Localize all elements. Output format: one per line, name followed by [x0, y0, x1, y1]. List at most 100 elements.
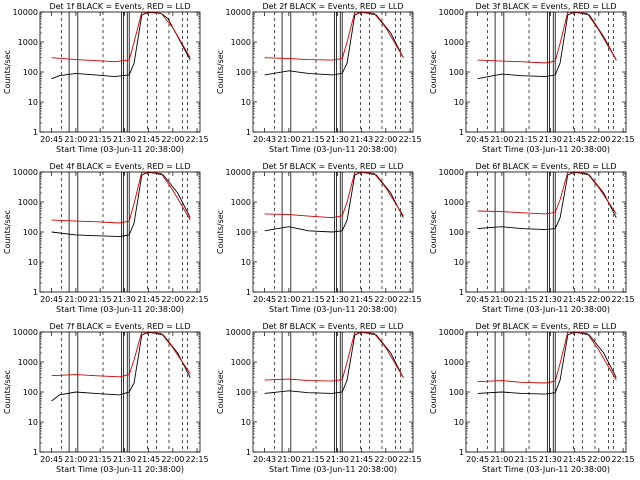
x-tick-label: 21:45 — [137, 455, 160, 464]
x-tick-label: 21:15 — [302, 135, 325, 144]
series-line-events — [264, 331, 404, 394]
series-line-lld — [264, 331, 404, 382]
x-tick-label: 21:45 — [350, 455, 373, 464]
y-tick-label: 1000 — [231, 358, 251, 367]
y-axis-label: Counts/sec — [429, 50, 438, 94]
x-axis-label: Start Time (03-Jun-11 20:38:00) — [56, 465, 184, 474]
y-tick-label: 1 — [246, 448, 251, 457]
y-tick-label: 10 — [241, 258, 251, 267]
y-axis-label: Counts/sec — [429, 370, 438, 414]
x-tick-label: 21:15 — [302, 455, 325, 464]
y-tick-label: 1000 — [444, 358, 464, 367]
y-tick-label: 100 — [23, 388, 38, 397]
series-line-events — [477, 331, 617, 395]
y-tick-label: 10 — [28, 418, 38, 427]
y-tick-label: 100 — [236, 388, 251, 397]
y-tick-label: 10000 — [226, 328, 251, 337]
detector-panel: 1 10 100 1000 10000 20:45 21:00 21:15 21:30 21:45… — [426, 320, 639, 480]
x-tick-label: 21:00 — [64, 135, 87, 144]
series-line-lld — [477, 331, 617, 384]
x-tick-label: 21:15 — [302, 295, 325, 304]
x-axis-label: Start Time (03-Jun-11 20:38:00) — [269, 305, 397, 314]
series-line-lld — [264, 11, 404, 61]
y-tick-label: 1 — [33, 448, 38, 457]
series-line-lld — [51, 331, 191, 378]
chart-title: Det 5f BLACK = Events, RED = LLD — [262, 162, 403, 171]
y-tick-label: 1000 — [18, 198, 38, 207]
y-tick-label: 10000 — [439, 8, 464, 17]
series-line-events — [264, 11, 404, 76]
x-tick-label: 21:45 — [563, 135, 586, 144]
x-tick-label: 21:15 — [89, 295, 112, 304]
series-line-lld — [477, 11, 617, 64]
x-axis-label: Start Time (03-Jun-11 20:38:00) — [482, 465, 610, 474]
plot-frame — [39, 11, 201, 133]
chart-title: Det 9f BLACK = Events, RED = LLD — [475, 322, 616, 331]
y-tick-label: 1000 — [18, 358, 38, 367]
y-axis-label: Counts/sec — [216, 210, 225, 254]
detector-chart-svg: 1 10 100 1000 10000 20:45 21:00 21:15 21:30 21:45… — [429, 322, 635, 474]
detector-panel: 1 10 100 1000 10000 20:45 21:00 21:15 21:30 21:45… — [0, 0, 213, 160]
x-axis-label: Start Time (03-Jun-11 20:38:00) — [482, 145, 610, 154]
y-tick-label: 1000 — [231, 198, 251, 207]
y-tick-label: 1 — [246, 288, 251, 297]
x-tick-label: 22:00 — [374, 135, 397, 144]
x-tick-label: 20:45 — [253, 295, 276, 304]
plot-frame — [39, 331, 201, 453]
x-tick-label: 21:15 — [515, 455, 538, 464]
x-tick-label: 22:15 — [186, 455, 209, 464]
detector-chart-svg: 1 10 100 1000 10000 20:43 21:00 21:15 21:30 21:45… — [216, 322, 422, 474]
detector-panel: 1 10 100 1000 10000 20:45 21:00 21:15 21:30 21:45… — [426, 160, 639, 320]
chart-title: Det 3f BLACK = Events, RED = LLD — [475, 2, 616, 11]
y-tick-label: 1 — [459, 448, 464, 457]
detector-chart-svg: 1 10 100 1000 10000 20:43 21:00 21:15 21:30 21:43… — [216, 2, 422, 154]
detector-chart-svg: 1 10 100 1000 10000 20:45 21:00 21:15 21:30 21:45… — [216, 162, 422, 314]
x-tick-label: 21:45 — [137, 135, 160, 144]
y-tick-label: 1 — [33, 288, 38, 297]
y-tick-label: 10 — [28, 98, 38, 107]
x-tick-label: 21:00 — [490, 295, 513, 304]
y-tick-label: 1 — [33, 128, 38, 137]
x-tick-label: 21:30 — [539, 455, 562, 464]
x-axis-label: Start Time (03-Jun-11 20:38:00) — [56, 145, 184, 154]
y-tick-label: 1000 — [444, 198, 464, 207]
series-line-events — [51, 331, 191, 402]
x-tick-label: 22:00 — [161, 295, 184, 304]
x-tick-label: 20:43 — [253, 455, 276, 464]
x-tick-label: 22:00 — [374, 295, 397, 304]
x-tick-label: 21:30 — [539, 295, 562, 304]
series-line-lld — [51, 171, 191, 224]
y-tick-label: 10 — [28, 258, 38, 267]
x-axis-label: Start Time (03-Jun-11 20:38:00) — [269, 465, 397, 474]
series-line-events — [477, 171, 617, 231]
x-tick-label: 22:15 — [612, 295, 635, 304]
y-tick-label: 10000 — [439, 328, 464, 337]
x-tick-label: 22:00 — [161, 455, 184, 464]
y-tick-label: 10 — [454, 258, 464, 267]
y-tick-label: 100 — [23, 68, 38, 77]
x-tick-label: 21:15 — [89, 135, 112, 144]
y-tick-label: 10 — [454, 418, 464, 427]
x-tick-label: 21:45 — [563, 295, 586, 304]
x-tick-label: 21:00 — [64, 295, 87, 304]
series-line-lld — [264, 171, 404, 219]
x-axis-label: Start Time (03-Jun-11 20:38:00) — [482, 305, 610, 314]
y-tick-label: 100 — [236, 68, 251, 77]
x-tick-label: 21:30 — [326, 295, 349, 304]
chart-title: Det 8f BLACK = Events, RED = LLD — [262, 322, 403, 331]
y-tick-label: 100 — [449, 388, 464, 397]
x-tick-label: 21:30 — [539, 135, 562, 144]
x-tick-label: 21:45 — [563, 455, 586, 464]
detector-chart-svg: 1 10 100 1000 10000 20:45 21:00 21:15 21:30 21:45… — [429, 2, 635, 154]
x-axis-label: Start Time (03-Jun-11 20:38:00) — [56, 305, 184, 314]
y-tick-label: 10000 — [226, 8, 251, 17]
y-axis-label: Counts/sec — [429, 210, 438, 254]
detector-chart-svg: 1 10 100 1000 10000 20:45 21:00 21:15 21:30 21:45… — [3, 162, 209, 314]
series-line-events — [264, 171, 404, 233]
y-tick-label: 1000 — [18, 38, 38, 47]
plot-frame — [465, 331, 627, 453]
y-tick-label: 1000 — [231, 38, 251, 47]
y-axis-label: Counts/sec — [216, 370, 225, 414]
x-tick-label: 22:15 — [186, 135, 209, 144]
x-tick-label: 21:30 — [326, 455, 349, 464]
